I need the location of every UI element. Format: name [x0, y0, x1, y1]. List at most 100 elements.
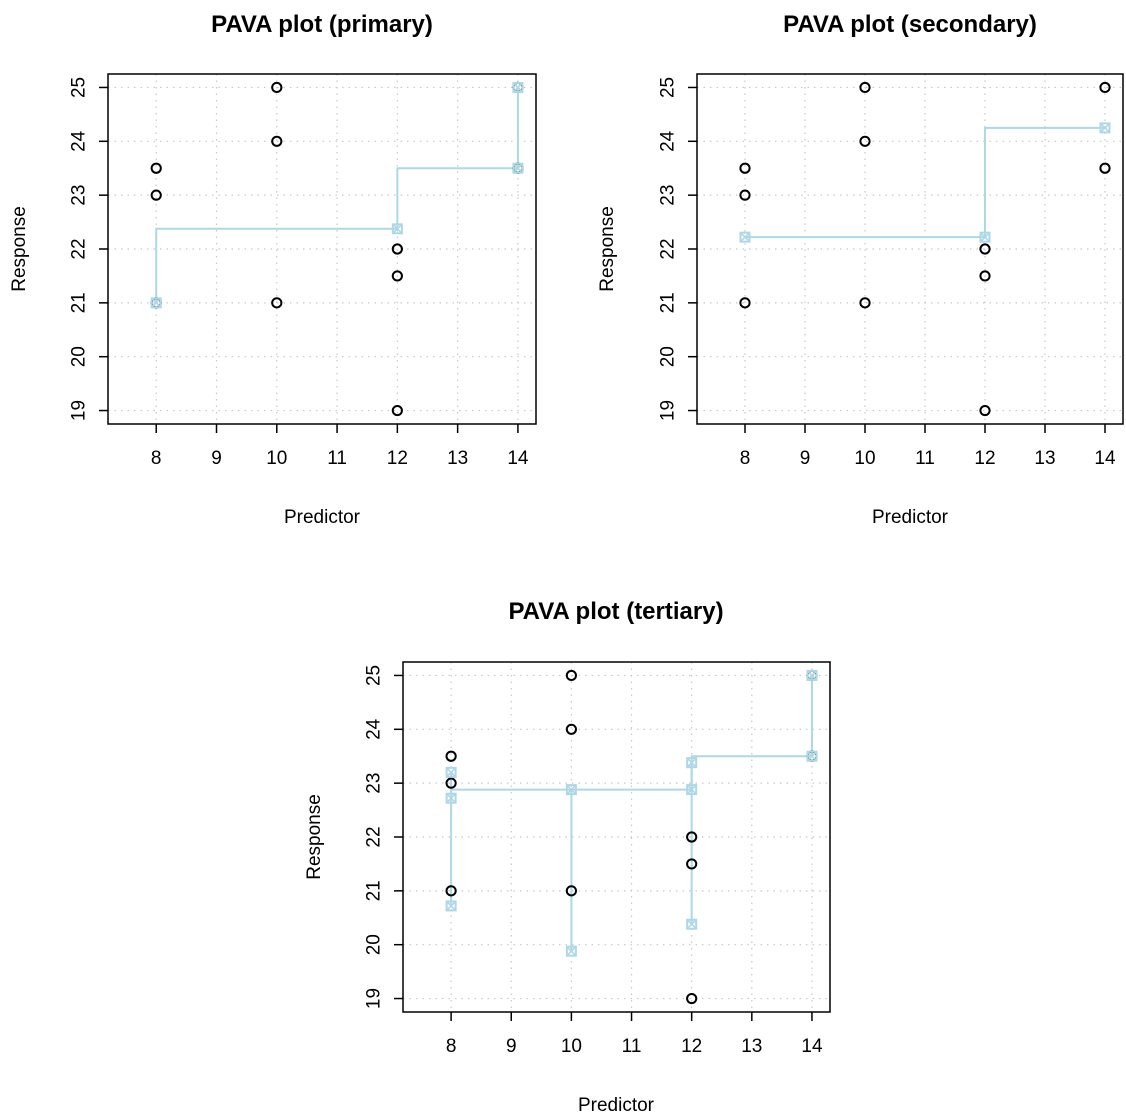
y-axis-label: Response — [597, 206, 618, 292]
observed-point — [391, 404, 403, 417]
plot-frame — [696, 73, 1124, 425]
observed-point — [271, 135, 283, 147]
observed-point — [686, 831, 698, 843]
panel-tertiary: PAVA plot (tertiary) Predictor Response … — [304, 598, 831, 1115]
observed-point — [739, 297, 751, 309]
observed-point — [445, 885, 457, 897]
y-tick-label: 24 — [658, 130, 679, 152]
observed-point — [979, 404, 991, 417]
observed-point — [686, 858, 698, 870]
panel-secondary: PAVA plot (secondary) Predictor Response… — [597, 11, 1124, 528]
x-tick-label: 12 — [681, 1036, 702, 1057]
fitted-point — [806, 669, 818, 681]
observed-point — [445, 777, 457, 789]
x-tick-label: 11 — [622, 1036, 642, 1057]
fitted-point — [979, 231, 991, 243]
observed-point — [686, 992, 698, 1005]
observed-point — [979, 270, 991, 282]
y-tick-label: 24 — [69, 130, 90, 152]
x-tick-label: 9 — [211, 448, 222, 469]
chart-title: PAVA plot (primary) — [211, 11, 433, 38]
observed-point — [391, 243, 403, 255]
fitted-point — [686, 784, 698, 796]
x-axis-label: Predictor — [284, 507, 361, 528]
y-tick-label: 24 — [364, 718, 385, 740]
y-tick-label: 22 — [69, 238, 90, 259]
plot-frame — [107, 73, 537, 425]
x-tick-label: 12 — [387, 448, 408, 469]
x-tick-label: 14 — [801, 1036, 823, 1057]
observed-point — [391, 270, 403, 282]
y-tick-label: 19 — [69, 400, 90, 421]
observed-point — [859, 81, 871, 94]
x-tick-label: 11 — [327, 448, 347, 469]
observed-point — [271, 297, 283, 309]
observed-point — [565, 885, 577, 897]
x-tick-label: 10 — [854, 448, 875, 469]
fitted-point — [565, 945, 577, 957]
fitted-point — [512, 162, 524, 174]
x-tick-label: 13 — [741, 1036, 762, 1057]
fitted-line — [745, 126, 1105, 239]
fitted-point — [739, 231, 751, 243]
fitted-point — [391, 223, 403, 235]
fitted-point — [806, 750, 818, 762]
observed-point — [739, 162, 751, 174]
x-tick-label: 14 — [507, 448, 529, 469]
observed-point — [859, 297, 871, 309]
y-tick-label: 23 — [364, 773, 385, 794]
x-tick-label: 8 — [151, 448, 162, 469]
y-tick-label: 19 — [658, 400, 679, 421]
fitted-point — [565, 784, 577, 796]
x-tick-label: 9 — [506, 1036, 517, 1057]
chart-title: PAVA plot (tertiary) — [508, 598, 723, 625]
x-tick-label: 8 — [446, 1036, 457, 1057]
y-tick-label: 22 — [364, 826, 385, 847]
observed-point — [445, 750, 457, 762]
observed-point — [1099, 162, 1111, 174]
x-tick-label: 13 — [1034, 448, 1055, 469]
observed-point — [565, 723, 577, 735]
y-tick-label: 25 — [658, 77, 679, 98]
y-tick-label: 25 — [364, 665, 385, 686]
fitted-point — [686, 757, 698, 769]
observed-point — [271, 81, 283, 94]
y-tick-label: 23 — [69, 185, 90, 206]
y-tick-label: 20 — [69, 346, 90, 367]
y-tick-label: 22 — [658, 238, 679, 259]
x-tick-label: 12 — [974, 448, 995, 469]
y-tick-label: 25 — [69, 77, 90, 98]
panel-primary: PAVA plot (primary) Predictor Response 8… — [9, 11, 537, 528]
y-tick-label: 21 — [364, 880, 385, 901]
observed-point — [150, 189, 162, 201]
x-tick-label: 14 — [1094, 448, 1116, 469]
x-tick-label: 9 — [800, 448, 811, 469]
x-tick-label: 8 — [740, 448, 751, 469]
x-tick-label: 10 — [561, 1036, 582, 1057]
y-tick-label: 21 — [69, 292, 90, 313]
fitted-line — [451, 675, 813, 791]
x-tick-label: 13 — [447, 448, 468, 469]
y-axis-label: Response — [304, 794, 325, 880]
plot-frame — [402, 661, 831, 1013]
observed-point — [150, 162, 162, 174]
x-axis-label: Predictor — [578, 1095, 655, 1115]
y-tick-label: 21 — [658, 292, 679, 313]
fitted-point — [445, 792, 457, 804]
observed-point — [979, 243, 991, 255]
fitted-point — [686, 918, 698, 930]
y-tick-label: 23 — [658, 185, 679, 206]
fitted-line — [155, 87, 519, 303]
observed-point — [565, 669, 577, 682]
x-tick-label: 11 — [915, 448, 935, 469]
observed-point — [739, 189, 751, 201]
y-tick-label: 20 — [364, 934, 385, 955]
fitted-point — [1099, 122, 1111, 134]
fitted-point — [445, 766, 457, 778]
chart-title: PAVA plot (secondary) — [783, 11, 1037, 38]
fitted-point — [150, 297, 162, 309]
x-axis-label: Predictor — [872, 507, 949, 528]
fitted-point — [445, 900, 457, 912]
observed-point — [1099, 81, 1111, 94]
